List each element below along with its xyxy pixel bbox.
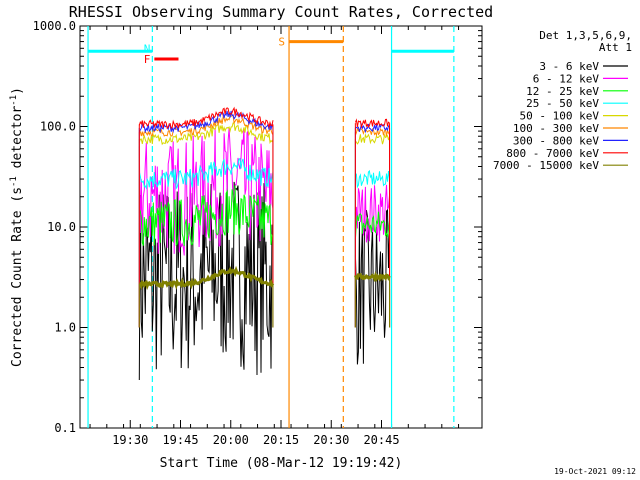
x-tick-label: 20:00 (213, 433, 249, 447)
x-tick-label: 20:45 (363, 433, 399, 447)
y-axis-ticks: 0.1 1.0 10.0 100.0 1000.0 (33, 19, 482, 435)
series-line (138, 122, 274, 146)
series-line (138, 157, 274, 190)
y-tick-label: 100.0 (40, 120, 76, 134)
data-series (138, 106, 391, 381)
y-axis-label-end: ) (10, 87, 25, 95)
series-line (138, 265, 275, 291)
x-tick-label: 19:45 (162, 433, 198, 447)
legend-label: 7000 - 15000 keV (493, 159, 599, 172)
y-tick-label: 1000.0 (33, 19, 76, 33)
series-line (353, 271, 391, 283)
y-tick-label: 0.1 (54, 421, 76, 435)
y-tick-label: 1.0 (54, 321, 76, 335)
series-line (354, 211, 390, 240)
flag-label-F: F (144, 53, 151, 66)
legend-label: 3 - 6 keV (539, 60, 599, 73)
y-axis-label-main: Corrected Count Rate (s (10, 187, 25, 367)
legend-label: 800 - 7000 keV (506, 147, 599, 160)
generation-timestamp: 19-Oct-2021 09:12 (554, 467, 636, 476)
x-tick-label: 19:30 (112, 433, 148, 447)
legend-label: 50 - 100 keV (520, 110, 600, 123)
legend-label: 6 - 12 keV (533, 72, 600, 85)
flag-label-N: N (144, 42, 151, 55)
flag-bars: NF S (88, 36, 454, 66)
series-line (355, 169, 390, 189)
x-tick-label: 20:15 (263, 433, 299, 447)
series-line (354, 118, 390, 130)
legend-label: 100 - 300 keV (513, 122, 599, 135)
y-axis-label: Corrected Count Rate (s-1 detector-1) (9, 87, 25, 367)
flag-label-S: S (278, 36, 285, 49)
series-line (138, 127, 274, 256)
x-tick-label: 20:30 (313, 433, 349, 447)
series-line (138, 106, 274, 130)
series-line (354, 184, 390, 243)
series-line (355, 132, 390, 145)
chart-title: RHESSI Observing Summary Count Rates, Co… (69, 3, 493, 21)
series-line (138, 185, 274, 247)
series-line (138, 110, 274, 134)
y-axis-label-sup2: -1 (9, 95, 19, 106)
legend-label: 12 - 25 keV (526, 85, 599, 98)
x-axis-label: Start Time (08-Mar-12 19:19:42) (160, 456, 403, 471)
series-line (354, 208, 390, 365)
legend-label: 300 - 800 keV (513, 134, 599, 147)
legend-label: 25 - 50 keV (526, 97, 599, 110)
y-tick-label: 10.0 (47, 220, 76, 234)
legend-header-line-2: Att 1 (599, 41, 632, 54)
y-axis-label-mid: detector (10, 106, 25, 177)
x-axis-ticks: 19:30 19:45 20:00 20:15 20:30 20:45 (89, 26, 460, 447)
legend-header-line-1: Det 1,3,5,6,9, (539, 29, 632, 42)
y-axis-label-sup1: -1 (9, 176, 19, 187)
series-line (354, 127, 390, 137)
series-line (138, 166, 274, 381)
